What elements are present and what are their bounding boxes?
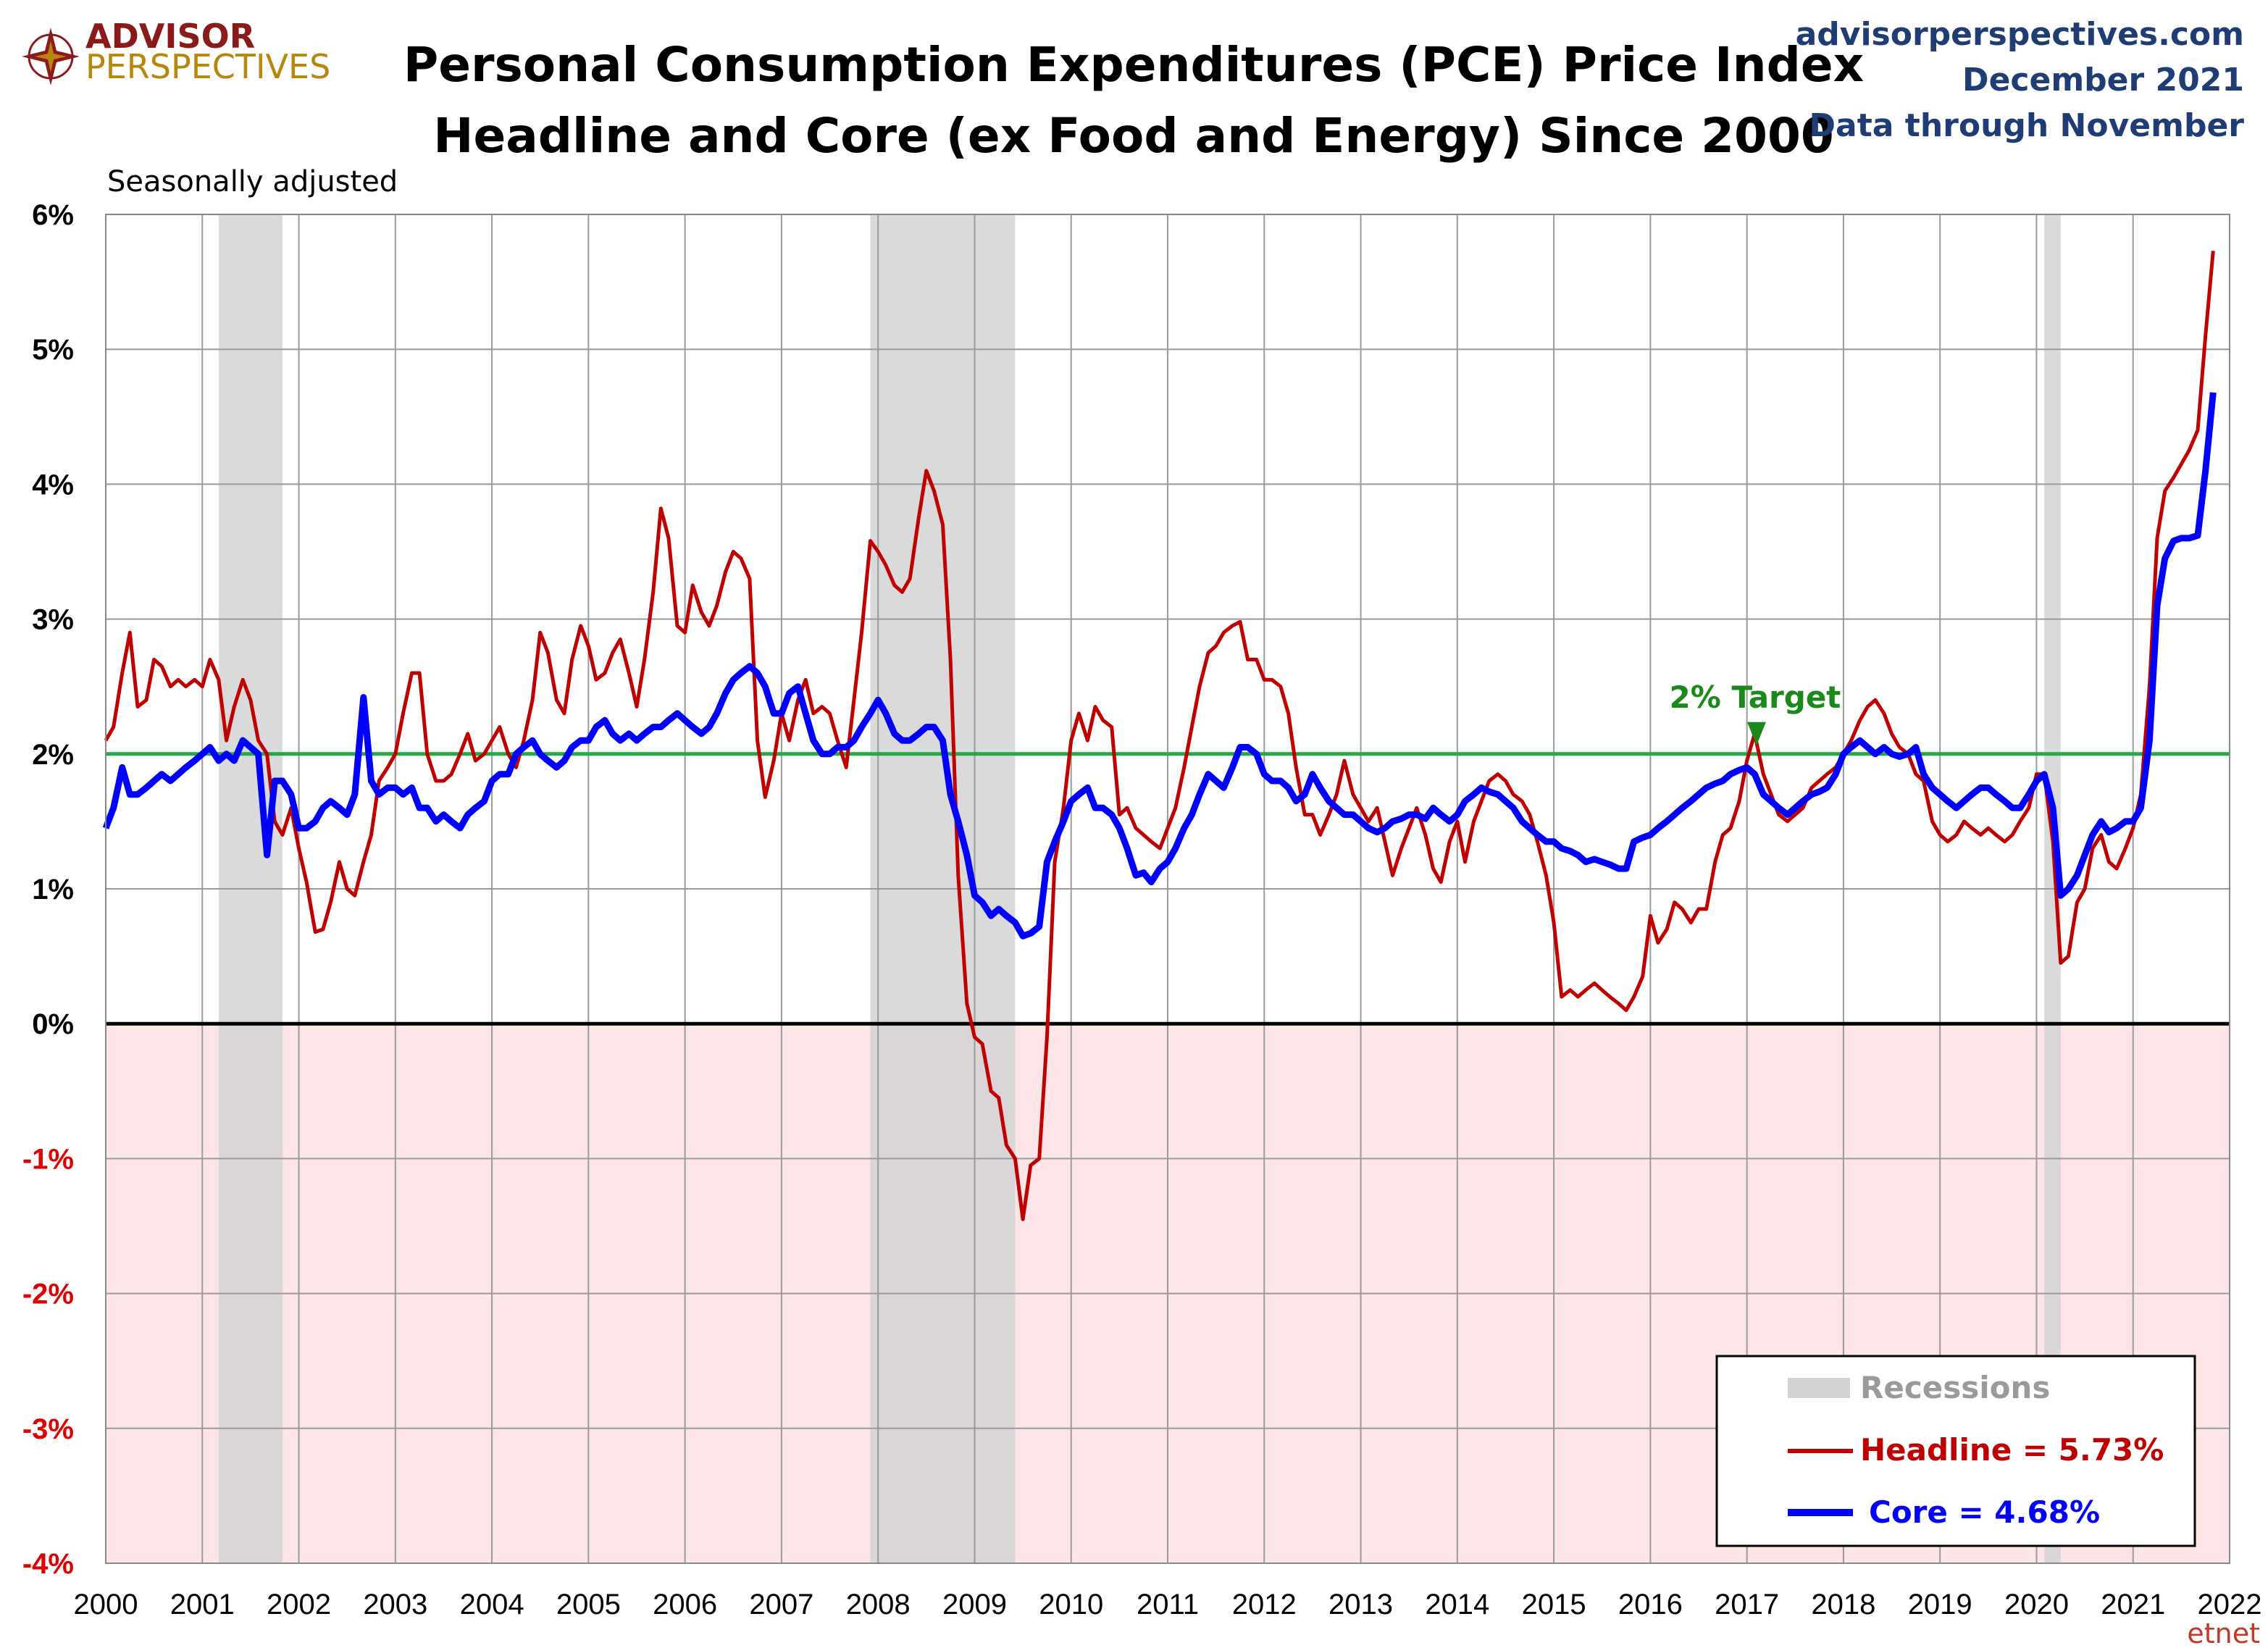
source-note: Data through November	[1809, 107, 2245, 144]
y-tick-label: 5%	[32, 334, 74, 366]
watermark: etnet	[2187, 1618, 2260, 1648]
x-tick-label: 2006	[653, 1589, 717, 1620]
target-label: 2% Target	[1670, 679, 1841, 715]
y-tick-label: -1%	[22, 1143, 74, 1175]
legend-label-core: Core = 4.68%	[1869, 1494, 2100, 1530]
legend-swatch-recessions	[1788, 1378, 1850, 1398]
y-tick-label: -3%	[22, 1413, 74, 1445]
x-tick-label: 2007	[749, 1589, 813, 1620]
x-tick-label: 2012	[1232, 1589, 1297, 1620]
y-tick-label: -4%	[22, 1548, 74, 1580]
chart-title-line1: Personal Consumption Expenditures (PCE) …	[403, 37, 1864, 93]
target-marker-icon	[1746, 721, 1766, 745]
y-tick-label: 0%	[32, 1008, 74, 1040]
y-tick-label: 3%	[32, 604, 74, 636]
x-tick-label: 2017	[1715, 1589, 1779, 1620]
x-tick-label: 2021	[2101, 1589, 2165, 1620]
legend-label-recessions: Recessions	[1860, 1370, 2050, 1405]
x-axis-ticks: 2000 2001 2002 2003 2004 2005 2006 2007 2008 2009…	[74, 1589, 2262, 1620]
x-tick-label: 2013	[1328, 1589, 1393, 1620]
x-tick-label: 2020	[2004, 1589, 2069, 1620]
y-axis-ticks: 6% 5% 4% 3% 2% 1% 0% -1% -2% -3% -4%	[22, 199, 74, 1580]
y-tick-label: 1%	[32, 874, 74, 905]
y-tick-label: 4%	[32, 469, 74, 501]
logo: ADVISOR PERSPECTIVES	[22, 17, 330, 86]
x-tick-label: 2010	[1039, 1589, 1103, 1620]
y-tick-label: 2%	[32, 739, 74, 771]
x-tick-label: 2016	[1618, 1589, 1683, 1620]
plot-border	[105, 214, 2230, 1564]
source-date: December 2021	[1962, 62, 2244, 99]
logo-text-line2: PERSPECTIVES	[85, 47, 330, 86]
x-tick-label: 2019	[1908, 1589, 1972, 1620]
x-tick-label: 2003	[363, 1589, 427, 1620]
x-tick-label: 2014	[1425, 1589, 1489, 1620]
x-tick-label: 2000	[74, 1589, 138, 1620]
chart-title-line2: Headline and Core (ex Food and Energy) S…	[433, 108, 1834, 164]
x-tick-label: 2008	[846, 1589, 911, 1620]
series-line-core	[102, 392, 2217, 940]
compass-icon	[22, 28, 80, 85]
legend-label-headline: Headline = 5.73%	[1860, 1432, 2164, 1468]
logo-text-line1: ADVISOR	[85, 17, 255, 56]
legend: Recessions Headline = 5.73% Core = 4.68%	[1715, 1355, 2196, 1547]
x-tick-label: 2001	[170, 1589, 235, 1620]
x-tick-label: 2002	[267, 1589, 331, 1620]
x-tick-label: 2011	[1137, 1589, 1199, 1620]
x-tick-label: 2022	[2198, 1589, 2262, 1620]
source-site: advisorperspectives.com	[1796, 16, 2244, 53]
x-tick-label: 2005	[556, 1589, 621, 1620]
seasonal-note: Seasonally adjusted	[107, 165, 398, 198]
x-tick-label: 2015	[1522, 1589, 1586, 1620]
plot-area: 6%5%4%3%2%1%0%-1%-2%-3%-4% 2000 2001 2002 2…	[22, 199, 2262, 1620]
x-tick-label: 2009	[942, 1589, 1007, 1620]
series-line-headline	[104, 251, 2215, 1221]
y-tick-label: 6%	[32, 199, 74, 231]
y-tick-label: -2%	[22, 1279, 74, 1310]
x-tick-label: 2018	[1811, 1589, 1875, 1620]
x-tick-label: 2004	[460, 1589, 524, 1620]
